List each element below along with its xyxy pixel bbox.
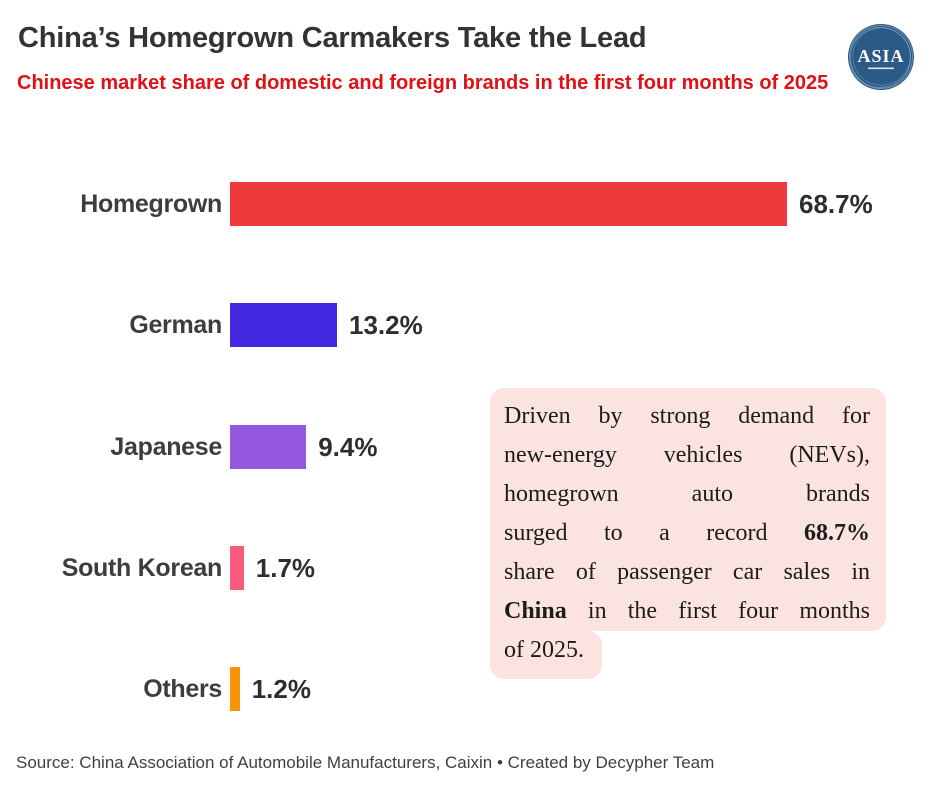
bar-value-label: 1.7% bbox=[255, 552, 316, 583]
bar-category-label: South Korean bbox=[61, 553, 223, 582]
bar-category-label: German bbox=[129, 310, 222, 339]
bar-segment bbox=[230, 182, 787, 226]
bar-value-label: 1.2% bbox=[251, 673, 311, 704]
bar-category-label: Homegrown bbox=[80, 189, 222, 218]
logo-wordmark: ASIA bbox=[857, 46, 904, 66]
annotation-line: China in the first four months bbox=[504, 592, 870, 631]
annotation-line: share of passenger car sales in bbox=[504, 553, 870, 592]
bar-segment bbox=[230, 425, 307, 469]
annotation-text: in the first four months bbox=[566, 598, 870, 624]
annotation-line: surged to a record 68.7% bbox=[504, 514, 870, 553]
annotation-text: share of passenger car sales in bbox=[504, 559, 870, 585]
bar-row: German 13.2% bbox=[0, 303, 940, 347]
page-title: China’s Homegrown Carmakers Take the Lea… bbox=[18, 22, 647, 54]
annotation-text: homegrown auto brands bbox=[504, 481, 870, 507]
annotation-line: homegrown auto brands bbox=[504, 475, 870, 514]
bar-category-label: Japanese bbox=[110, 432, 222, 461]
logo-ring bbox=[849, 25, 913, 89]
bar-row: Homegrown 68.7% bbox=[0, 182, 940, 226]
bar-row: Others 1.2% bbox=[0, 667, 940, 711]
annotation-bold-text: 68.7% bbox=[804, 520, 870, 546]
annotation-text: of 2025. bbox=[504, 637, 584, 663]
bar-value-label: 68.7% bbox=[799, 188, 873, 219]
annotation-text: surged to a record bbox=[504, 520, 804, 546]
bar-category-label: Others bbox=[143, 674, 222, 703]
logo-circle bbox=[848, 24, 914, 90]
annotation-line: new-energy vehicles (NEVs), bbox=[504, 436, 870, 475]
bar-row: Japanese 9.4% bbox=[0, 425, 940, 469]
asia-logo: ASIA bbox=[848, 24, 914, 90]
bar-segment bbox=[230, 667, 240, 711]
bar-segment bbox=[230, 303, 338, 347]
logo-ring bbox=[852, 27, 911, 86]
annotation-text: new-energy vehicles (NEVs), bbox=[504, 442, 870, 468]
bar-segment bbox=[230, 546, 244, 590]
page-subtitle: Chinese market share of domestic and for… bbox=[17, 72, 829, 94]
bar-value-label: 13.2% bbox=[349, 309, 423, 340]
logo-tagline-line bbox=[868, 67, 894, 70]
annotation-callout: Driven by strong demand for new-energy ve… bbox=[490, 388, 886, 679]
annotation-line: of 2025. bbox=[504, 631, 584, 670]
annotation-tail: of 2025. bbox=[490, 631, 602, 679]
annotation-text: Driven by strong demand for bbox=[504, 403, 870, 429]
annotation-bold-text: China bbox=[504, 598, 567, 624]
bar-value-label: 9.4% bbox=[318, 431, 378, 462]
annotation-line: Driven by strong demand for bbox=[504, 397, 870, 436]
annotation-body: Driven by strong demand for new-energy ve… bbox=[490, 388, 886, 631]
bar-chart: Homegrown 68.7% German 13.2% Japanese 9.4% Sou… bbox=[0, 182, 940, 711]
bar-row: South Korean 1.7% bbox=[0, 546, 940, 590]
source-credit: Source: China Association of Automobile … bbox=[16, 753, 715, 772]
